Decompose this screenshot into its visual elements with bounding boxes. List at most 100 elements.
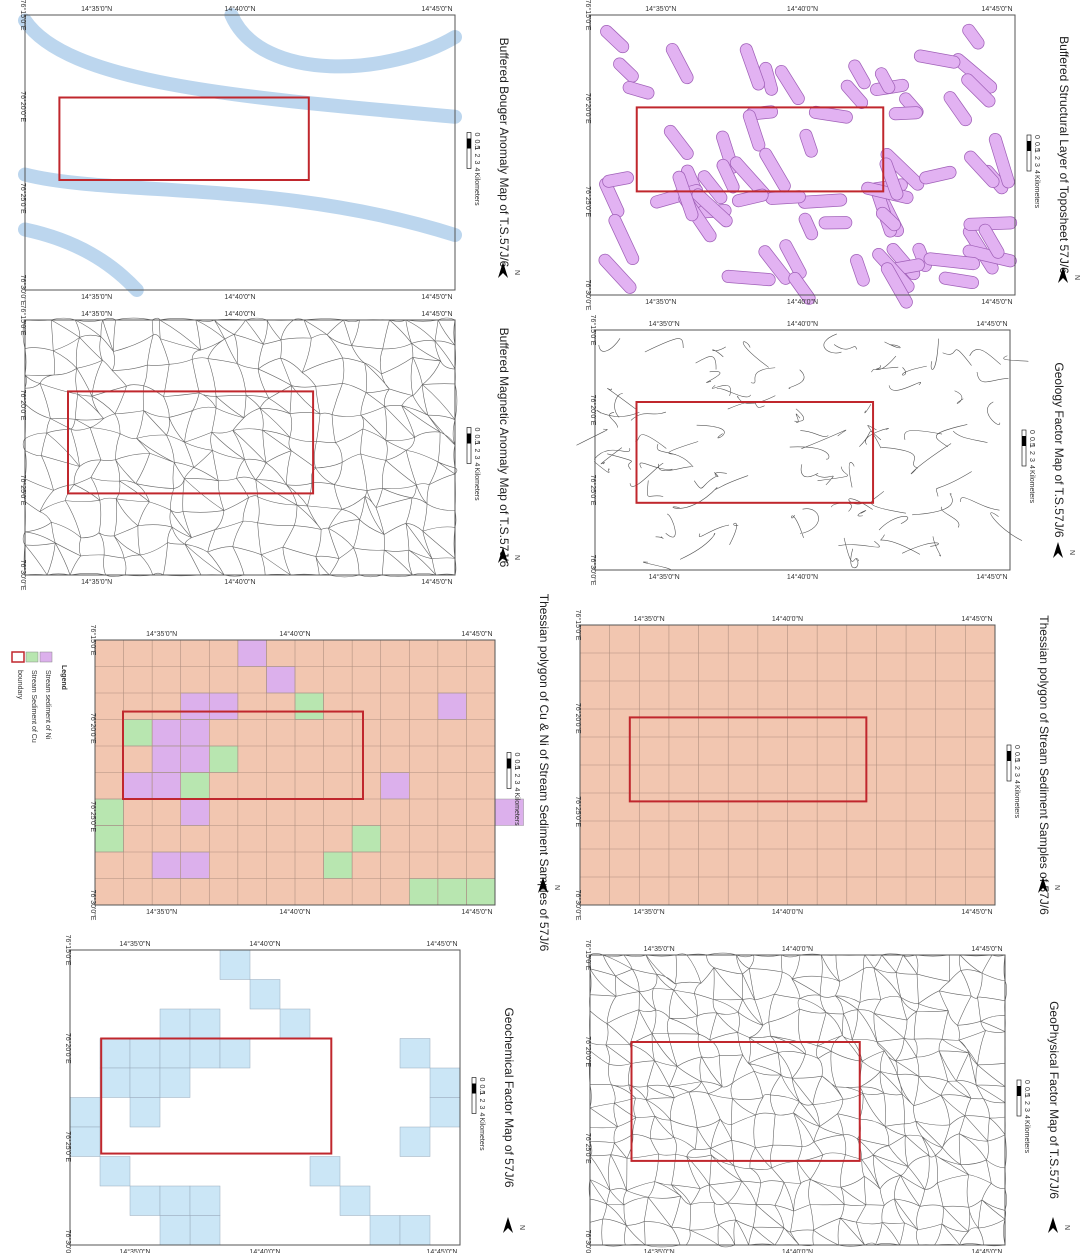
coord-label-bottom: 14°40'0"N [224,293,255,301]
geochem-cell [160,1009,190,1039]
coord-label-top: 14°45'0"N [976,320,1007,328]
scale-tick: 4 [513,788,520,792]
coord-label-side: 76°20'0"E [64,1033,72,1064]
coord-label-top: 14°35'0"N [644,945,675,953]
coord-label-side: 76°30'0"E [584,280,592,311]
coord-label-side: 76°30'0"E [89,890,97,921]
sample-cell [438,879,467,906]
scale-bar-segment [507,759,511,769]
coord-label-side: 76°15'0"E [19,0,27,31]
map-title: Thessian polygon of Stream Sediment Samp… [1037,615,1051,915]
coord-label-bottom: 14°35'0"N [645,298,676,306]
scale-tick: 0 [1033,135,1040,139]
map-panel: 14°35'0"N14°35'0"N14°40'0"N14°40'0"N14°4… [64,935,525,1253]
scale-tick: 3 [478,1106,485,1110]
scale-bar-segment [1017,1086,1021,1096]
coord-label-bottom: 14°35'0"N [146,908,177,916]
structure-buffer [857,261,864,281]
geochem-cell [190,1009,220,1039]
scale-bar-segment [467,434,471,444]
geochem-cell [70,1127,100,1157]
scale-tick: 1 [473,442,480,446]
geochem-cell [190,1186,220,1216]
structure-buffer [881,74,888,88]
coord-label-side: 76°25'0"E [574,796,582,827]
geochem-cell [130,1098,160,1128]
sample-cell [152,852,181,879]
coord-label-top: 14°45'0"N [981,5,1012,13]
sample-cell [95,799,124,826]
north-arrow [1048,1217,1058,1233]
coord-label-bottom: 14°40'0"N [782,1248,813,1253]
coord-label-top: 14°40'0"N [782,945,813,953]
structure-buffer [805,219,811,233]
structure-buffer [606,184,618,211]
coord-label-side: 76°30'0"E [589,555,597,586]
sample-cell [181,746,210,773]
buffer-zone [25,230,137,291]
structure-buffer [672,50,687,78]
coord-label-bottom: 14°40'0"N [787,573,818,581]
structure-buffer [806,135,811,151]
scale-tick: 1 [473,147,480,151]
scale-tick: 3 [1023,1108,1030,1112]
scale-tick: 1 [1023,1094,1030,1098]
coord-label-side: 76°25'0"E [89,801,97,832]
north-label: N [513,270,520,275]
legend-label: Stream Sediment of Cu [30,670,37,743]
sample-cell [209,693,238,720]
map-frame [25,320,455,575]
coord-label-side: 76°20'0"E [589,395,597,426]
coord-label-side: 76°15'0"E [589,315,597,346]
coord-label-side: 76°25'0"E [584,1133,592,1164]
scale-bar [472,1078,476,1114]
structure-buffer [926,172,950,178]
scale-tick: 4 [473,168,480,172]
structure-buffer [615,220,633,258]
coord-label-bottom: 14°40'0"N [279,908,310,916]
scale-tick: 2 [1023,1101,1030,1105]
sample-cell [238,640,267,667]
scale-tick: 0 [513,753,520,757]
scale-tick: 3 [1013,773,1020,777]
coord-label-top: 14°40'0"N [787,320,818,328]
coord-label-bottom: 14°35'0"N [649,573,680,581]
coord-label-bottom: 14°40'0"N [249,1248,280,1253]
sample-cell [181,799,210,826]
coord-label-top: 14°45'0"N [971,945,1002,953]
coord-label-top: 14°35'0"N [645,5,676,13]
coord-label-bottom: 14°35'0"N [119,1248,150,1253]
scale-tick: 2 [1028,451,1035,455]
scale-tick: 3 [473,456,480,460]
north-label: N [553,885,560,890]
structure-buffer [766,68,772,89]
coord-label-top: 14°45'0"N [421,310,452,318]
coord-label-top: 14°35'0"N [649,320,680,328]
geochem-cell [100,1039,130,1069]
figure: 14°35'0"N 14°35'0"N 14°40'0"N 14°40'0"N 14°4… [0,0,1081,1253]
geochem-cell [130,1186,160,1216]
structure-buffer [728,276,769,279]
coord-label-side: 76°25'0"E [64,1131,72,1162]
coord-label-top: 14°40'0"N [787,5,818,13]
structure-buffer [670,131,687,153]
scale-bar-segment [1022,436,1026,446]
scale-tick: 0 [1023,1080,1030,1084]
sample-cell [152,746,181,773]
legend-swatch [12,652,24,662]
geochem-cell [160,1068,190,1098]
geochem-cell [400,1127,430,1157]
scale-tick: 1 [1033,149,1040,153]
north-arrow [503,1217,513,1233]
geochem-cell [340,1186,370,1216]
coord-label-side: 76°15'0"E [64,935,72,966]
map-title: GeoPhysical Factor Map of T.S.57J/6 [1047,1001,1061,1199]
anomaly-network [23,318,457,577]
sample-cell [266,667,295,694]
map-panel: 14°35'0"N14°35'0"N14°40'0"N14°40'0"N14°4… [574,610,1060,921]
structure-buffer [945,278,972,282]
structure-buffer [607,32,623,47]
map-panel: 14°35'0"N14°35'0"N14°40'0"N14°40'0"N14°4… [19,305,520,591]
coord-label-bottom: 14°45'0"N [421,293,452,301]
structure-buffer [804,200,840,202]
